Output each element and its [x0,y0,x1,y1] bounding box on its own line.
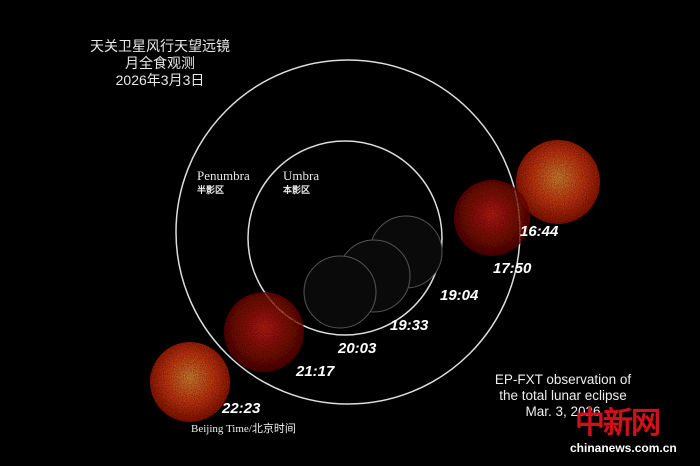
umbra-cn: 本影区 [283,185,311,195]
time-label: 22:23 [222,400,261,417]
penumbra-label: Penumbra 半影区 [197,168,250,198]
umbra-circle [247,140,443,336]
time-label: 19:33 [390,317,429,334]
title-line: 天关卫星风行天望远镜 [90,38,230,54]
caption-line: Mar. 3, 2026 [525,404,601,419]
time-label: 20:03 [338,340,377,357]
moon-2223 [150,342,230,422]
moon-1750 [454,180,530,256]
moon-2003 [303,255,377,329]
time-label: 21:17 [296,363,335,380]
watermark-logo: 中新网 [575,406,661,441]
moon-2117 [224,292,304,372]
time-zone-label: Beijing Time/北京时间 [191,423,296,435]
date-line: 2026年3月3日 [115,72,205,88]
time-label: 17:50 [493,260,532,277]
caption-line: EP-FXT observation of [494,372,632,387]
time-label: 19:04 [440,287,479,304]
umbra-en: Umbra [283,168,320,183]
caption-line: the total lunar eclipse [499,388,627,403]
title-line: 月全食观测 [125,55,195,71]
time-label: 16:44 [520,223,559,240]
watermark-site: chinanews.com.cn [570,441,677,455]
moon-1644 [516,140,600,224]
penumbra-en: Penumbra [197,168,250,183]
penumbra-cn: 半影区 [197,185,225,195]
umbra-label: Umbra 本影区 [283,168,319,198]
caption: EP-FXT observation of the total lunar ec… [478,372,648,420]
title-block: 天关卫星风行天望远镜 月全食观测 2026年3月3日 [60,38,260,89]
